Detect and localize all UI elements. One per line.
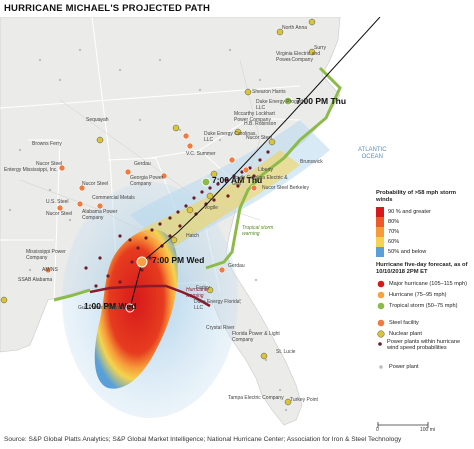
tropical-storm-warning-line — [205, 66, 342, 270]
ocean-label-line2: OCEAN — [361, 154, 383, 160]
legend-tropical-storm: Tropical storm (50–75 mph) — [376, 300, 472, 311]
legend-level-60: 60% — [376, 237, 472, 247]
place-label: H.B. Robinson — [244, 121, 277, 127]
power-plant-prob-icon — [376, 339, 384, 349]
tropical-storm-icon — [376, 301, 386, 311]
hurricane-map: ATLANTIC OCEAN 1:00 PM Wed 7:00 PM Wed 7… — [0, 17, 474, 433]
track-label-1pm-wed: 1:00 PM Wed — [84, 301, 137, 311]
power-plant-dots — [8, 48, 292, 412]
place-label: Sequoyah — [86, 117, 109, 123]
swatch-90 — [376, 207, 384, 217]
source-note: Source: S&P Global Platts Analytics; S&P… — [4, 436, 402, 443]
place-label: Surry — [314, 45, 326, 51]
place-label: Florida Power & Light Company — [232, 331, 280, 343]
hurricane-icon — [376, 290, 386, 300]
place-label: Nucor Steel Berkeley — [262, 185, 309, 191]
place-label: Mccarthy Lockhart Power Company — [234, 111, 275, 123]
power-plant-icon — [376, 362, 386, 372]
place-label: St. Lucie — [276, 349, 296, 355]
place-label: Vogtle — [204, 205, 218, 211]
place-label: Duke Energy Progress, LLC — [256, 99, 308, 111]
legend-level-80: 80% — [376, 217, 472, 227]
place-label: Gerdau — [228, 263, 245, 269]
legend-hurricane: Hurricane (75–95 mph) — [376, 289, 472, 300]
place-label: Turkey Point — [290, 397, 318, 403]
legend-prob-scale: 90 % and greater 80% 70% 60% 50% and bel… — [376, 207, 472, 257]
place-label: Alabama Power Company — [82, 209, 118, 221]
place-label: Nucor Steel — [46, 211, 73, 217]
steel-facility-markers — [44, 132, 258, 274]
storm-track — [129, 17, 381, 309]
place-label: Nucor Steel — [36, 161, 63, 167]
tropical-storm-symbol-1 — [201, 177, 211, 187]
legend-power: Power plant — [376, 361, 472, 372]
track-label-7pm-wed: 7:00 PM Wed — [152, 255, 205, 265]
probability-core — [94, 229, 178, 389]
place-label: Entergy Mississippi, Inc. — [4, 167, 58, 173]
place-label: South Carolina Electric & Gas — [232, 175, 288, 187]
legend-level-90: 90 % and greater — [376, 207, 472, 217]
place-label: Liberty — [258, 167, 274, 173]
place-label: Calvert Cliffs — [314, 17, 342, 20]
scale-end: 100 mi — [420, 427, 436, 433]
place-label: Browns Ferry — [32, 141, 62, 147]
tropical-storm-warning-label: Tropical storm warning — [242, 225, 274, 237]
ocean-label-line1: ATLANTIC — [358, 147, 387, 153]
major-hurricane-icon — [376, 279, 386, 289]
map-canvas — [0, 17, 429, 428]
place-label: Tampa Electric Company — [228, 395, 284, 401]
track-label-7pm-thu: 7:00 PM Thu — [296, 96, 347, 106]
place-label: AM/NS — [42, 267, 58, 273]
swatch-70 — [376, 227, 384, 237]
major-hurricane-symbol — [125, 303, 135, 313]
nuclear-plant-icon — [376, 329, 386, 339]
place-label: Brunswick — [300, 159, 323, 165]
figure-title: HURRICANE MICHAEL'S PROJECTED PATH — [4, 3, 211, 14]
nuclear-plant-markers — [0, 18, 316, 406]
place-label: Crystal River — [206, 325, 235, 331]
swatch-60 — [376, 237, 384, 247]
place-label: U.S. Steel — [46, 199, 69, 205]
tropical-storm-warning-line-west — [53, 288, 91, 302]
place-label: V.C. Summer — [186, 151, 216, 157]
steel-facility-icon — [376, 318, 386, 328]
legend-nuclear: Nuclear plant — [376, 328, 472, 339]
place-label: Gerdau — [134, 161, 151, 167]
hurricane-warning-label: Hurricane warning — [186, 287, 208, 299]
place-label: Georgia Power Company — [130, 175, 164, 187]
hurricane-symbol — [136, 256, 148, 268]
place-label: Farley — [196, 285, 210, 291]
swatch-80 — [376, 217, 384, 227]
ocean-label: ATLANTIC OCEAN — [358, 147, 387, 161]
legend-forecast-title: Hurricane five-day forecast, as of 10/10… — [376, 262, 468, 275]
tropical-storm-symbol-2 — [283, 96, 293, 106]
legend-level-50: 50% and below — [376, 247, 472, 257]
hurricane-warning-line — [89, 284, 211, 308]
scale-start: 0 — [376, 427, 379, 433]
place-label: Duke Energy Carolinas, LLC — [204, 131, 257, 143]
place-label: Gulf Power Company — [78, 305, 126, 311]
legend-major-hurricane: Major hurricane (105–115 mph) — [376, 278, 472, 289]
scale-bar — [377, 422, 429, 428]
legend-steel: Steel facility — [376, 317, 472, 328]
place-label: Commercial Metals — [92, 195, 135, 201]
legend-power-prob: Power plants within hurricane wind speed… — [376, 339, 472, 361]
track-label-7am-thu: 7:00 AM Thu — [212, 175, 263, 185]
place-label: Virginia Electric and Power Company — [276, 51, 321, 63]
place-label: Duke Energy Florida, LLC — [194, 299, 241, 311]
place-label: Shearon Harris — [252, 89, 286, 95]
place-label: Mississippi Power Company — [26, 249, 66, 261]
place-label: Nucor Steel — [82, 181, 109, 187]
place-label: Hatch — [186, 233, 200, 239]
legend: Probability of >58 mph storm winds 90 % … — [376, 190, 472, 372]
legend-level-70: 70% — [376, 227, 472, 237]
swatch-50 — [376, 247, 384, 257]
legend-prob-title: Probability of >58 mph storm winds — [376, 190, 457, 203]
place-label: SSAB Alabama — [18, 277, 53, 283]
place-label: Nucor Steel — [246, 135, 273, 141]
place-label: North Anna — [282, 25, 308, 31]
